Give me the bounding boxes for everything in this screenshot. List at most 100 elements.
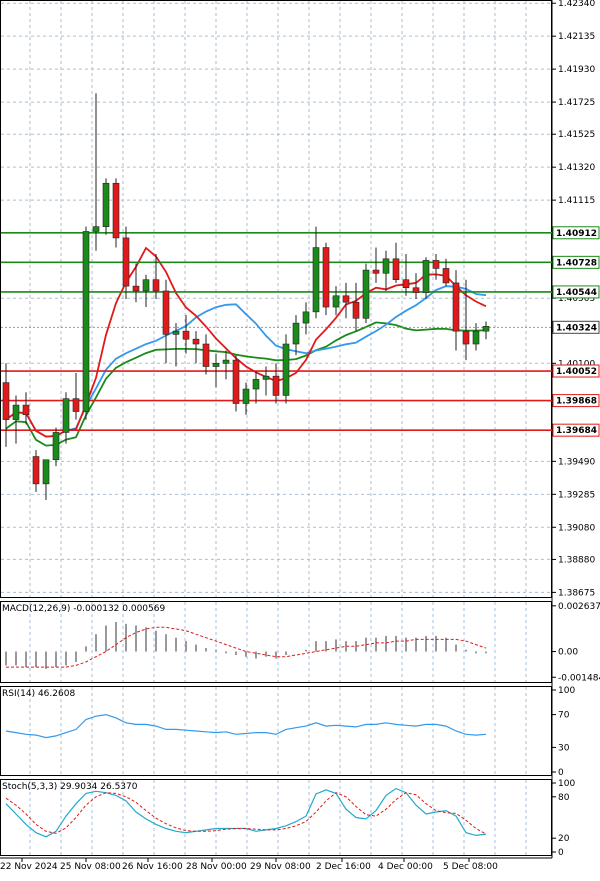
rsi-tick-label: 30 — [558, 743, 570, 753]
panel-rsi-frame — [0, 686, 552, 776]
price-tick-label: 1.41115 — [558, 196, 595, 206]
candle-body — [202, 343, 210, 367]
level-label: 1.40052 — [556, 367, 597, 377]
rsi-tick-label: 0 — [558, 768, 564, 778]
candle-body — [332, 295, 340, 308]
macd-label: MACD(12,26,9) -0.000132 0.000569 — [2, 604, 165, 614]
level-label: 1.40912 — [556, 229, 597, 239]
macd-tick-label: 0.002637 — [558, 602, 600, 612]
time-tick-label: 5 Dec 08:00 — [443, 862, 498, 872]
price-tick-label: 1.42340 — [558, 0, 595, 9]
level-label-box — [552, 394, 600, 408]
time-tick-label: 25 Nov 08:00 — [60, 862, 121, 872]
candle-body — [152, 279, 160, 292]
price-tick-label: 1.42135 — [558, 32, 595, 42]
candle-body — [182, 330, 190, 340]
level-label-box — [552, 226, 600, 240]
rsi-label: RSI(14) 46.2608 — [2, 689, 75, 699]
level-label-box — [552, 255, 600, 269]
stoch-d-line — [5, 792, 487, 835]
candle-body — [452, 282, 460, 332]
candle-body — [112, 182, 120, 239]
candle-body — [422, 260, 430, 293]
candle-body — [102, 182, 110, 227]
candle-body — [212, 363, 220, 367]
current-price-label: 1.40324 — [556, 323, 597, 333]
price-tick-label: 1.39490 — [558, 457, 595, 467]
candle-body — [252, 379, 260, 390]
level-label: 1.40544 — [556, 288, 597, 298]
price-tick-label: 1.40100 — [558, 359, 595, 369]
stoch-tick-label: 100 — [558, 779, 575, 789]
candle-body — [22, 404, 30, 416]
candle-body — [52, 432, 60, 461]
price-tick-label: 1.39285 — [558, 490, 595, 500]
candle-body — [262, 375, 270, 380]
macd-tick-label: 0.00 — [558, 648, 578, 658]
candle-body — [42, 459, 50, 485]
time-tick-label: 29 Nov 08:00 — [250, 862, 311, 872]
time-tick-label: 28 Nov 00:00 — [186, 862, 247, 872]
candle-body — [432, 260, 440, 269]
candle-body — [322, 247, 330, 308]
candle-body — [282, 343, 290, 396]
level-label-box — [552, 423, 600, 437]
stoch-tick-label: 20 — [558, 834, 570, 844]
candle-body — [132, 285, 140, 292]
candle-body — [162, 290, 170, 335]
price-tick-label: 1.41725 — [558, 98, 595, 108]
candle-body — [342, 295, 350, 303]
time-tick-label: 22 Nov 2024 — [0, 862, 58, 872]
stoch-label: Stoch(5,3,3) 29.9034 26.5370 — [2, 782, 138, 792]
candle-body — [472, 330, 480, 345]
level-label: 1.40728 — [556, 258, 597, 268]
candle-body — [242, 388, 250, 404]
candle-body — [462, 330, 470, 345]
price-tick-label: 1.40505 — [558, 294, 595, 304]
candle-body — [412, 287, 420, 293]
candle-body — [192, 338, 200, 345]
candle-body — [272, 375, 280, 396]
rsi-tick-label: 100 — [558, 686, 575, 696]
candle-body — [12, 404, 20, 420]
price-tick-label: 1.41320 — [558, 163, 595, 173]
macd-tick-label: -0.001484 — [558, 673, 600, 683]
time-tick-label: 26 Nov 16:00 — [122, 862, 183, 872]
time-tick-label: 4 Dec 00:00 — [378, 862, 433, 872]
candle-body — [372, 269, 380, 274]
candle-body — [362, 269, 370, 319]
candle-body — [232, 359, 240, 404]
candle-body — [352, 301, 360, 319]
rsi-tick-label: 70 — [558, 711, 570, 721]
level-label: 1.39868 — [556, 397, 597, 407]
candle-body — [442, 268, 450, 284]
time-tick-label: 2 Dec 16:00 — [316, 862, 371, 872]
macd-signal-line — [6, 626, 487, 668]
price-tick-label: 1.39080 — [558, 523, 595, 533]
candle-body — [482, 326, 490, 332]
candle-body — [62, 398, 70, 433]
price-tick-label: 1.41930 — [558, 65, 595, 75]
candle-body — [382, 258, 390, 274]
price-tick-label: 1.38675 — [558, 588, 595, 598]
candle-body — [32, 456, 40, 485]
candle-body — [72, 398, 80, 412]
candle-body — [222, 359, 230, 364]
candle-body — [2, 382, 10, 420]
candle-body — [312, 247, 320, 313]
candle-body — [172, 330, 180, 335]
price-tick-label: 1.38880 — [558, 555, 595, 565]
candle-body — [142, 279, 150, 292]
price-tick-label: 1.41525 — [558, 130, 595, 140]
stoch-tick-label: 80 — [558, 793, 570, 803]
level-label-box — [552, 364, 600, 378]
candle-body — [92, 226, 100, 232]
level-label-box — [552, 285, 600, 299]
level-label: 1.39684 — [556, 426, 597, 436]
candle-body — [392, 258, 400, 281]
candle-body — [122, 237, 130, 287]
candle-body — [82, 231, 90, 412]
candle-body — [402, 279, 410, 289]
